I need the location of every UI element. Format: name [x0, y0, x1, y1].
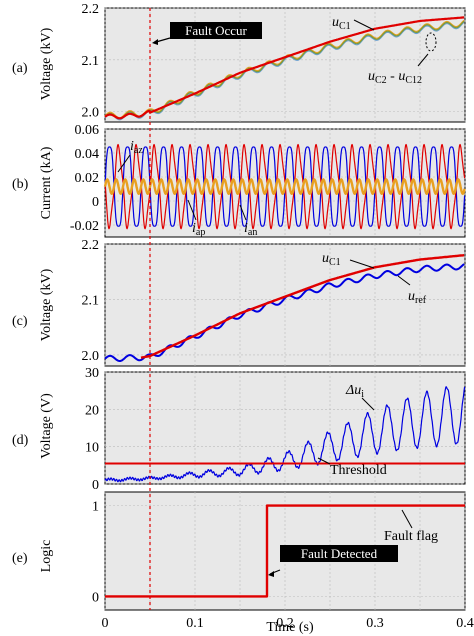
xlabel: Time (s) — [266, 620, 314, 635]
ytick-label: 0 — [92, 478, 99, 493]
fault-detected-badge: Fault Detected — [268, 545, 398, 577]
arrow-uc1-a — [353, 19, 375, 31]
label-fault-flag: Fault flag — [384, 529, 438, 544]
ytick-label: 1 — [92, 500, 99, 515]
ytick-label: 30 — [85, 366, 99, 381]
ytick-label: 0 — [92, 195, 99, 210]
tick-labels: 2.0 2.1 2.2 0.06 0.04 0.02 0 -0.02 2.0 2.1 2.2 30 20… — [70, 2, 99, 605]
fault-occur-text: Fault Occur — [185, 23, 247, 38]
panel-label-c: (c) — [12, 314, 28, 329]
label-threshold: Threshold — [330, 463, 387, 478]
label-iaz: iaz — [130, 139, 143, 156]
ylabel-a: Voltage (kV) — [39, 27, 54, 100]
ylabel-b: Current (kA) — [39, 146, 54, 219]
panel-label-e: (e) — [12, 551, 28, 566]
xtick-label: 0.1 — [186, 616, 204, 631]
ylabel-d: Voltage (V) — [39, 393, 54, 459]
xtick-label: 0.4 — [456, 616, 474, 631]
panel-frames — [104, 7, 466, 611]
ytick-label: 0.06 — [75, 123, 100, 138]
ytick-label: 10 — [85, 441, 99, 456]
ylabel-c: Voltage (kV) — [39, 268, 54, 341]
label-iap: iap — [192, 221, 205, 238]
arrow-iaz — [117, 154, 131, 173]
ytick-label: 2.0 — [82, 349, 100, 364]
ytick-label: 2.2 — [82, 238, 100, 253]
ylabel-e: Logic — [39, 540, 54, 573]
panel-label-b: (b) — [12, 177, 29, 192]
series-uc1-a — [104, 16, 465, 120]
ytick-label: 0.02 — [75, 171, 100, 186]
series-uc1-c — [140, 254, 465, 359]
label-uc1-a: uC1 — [332, 15, 351, 32]
fault-occur-badge: Fault Occur — [152, 22, 262, 45]
ytick-label: 2.1 — [82, 293, 100, 308]
label-uref: uref — [408, 289, 427, 306]
panel-label-d: (d) — [12, 433, 29, 448]
label-uc2-a: uC2 - uC12 — [368, 69, 422, 86]
x-tick-labels: 0 0.1 0.2 0.3 0.4 — [102, 616, 474, 631]
arrow-uref — [397, 275, 411, 286]
arrow-uc2-a — [417, 53, 429, 67]
ytick-label: 0.04 — [75, 147, 100, 162]
ytick-label: 20 — [85, 403, 99, 418]
ytick-label: -0.02 — [70, 219, 99, 234]
arrow-dui — [361, 397, 375, 411]
series-dui — [104, 386, 466, 483]
label-dui: Δui — [345, 383, 364, 400]
arrow-iap — [187, 199, 197, 221]
arrow-threshold — [317, 457, 331, 465]
xtick-label: 0 — [102, 616, 109, 631]
arrow-uc1-c — [349, 259, 375, 269]
series-iaz — [103, 178, 466, 196]
xtick-label: 0.3 — [366, 616, 384, 631]
fault-detected-text: Fault Detected — [301, 546, 378, 561]
series-iap — [104, 143, 466, 230]
ytick-label: 2.0 — [82, 106, 100, 121]
ripple-circle-a — [425, 32, 437, 52]
ytick-label: 2.2 — [82, 2, 100, 17]
arrow-fault-flag — [401, 509, 413, 529]
series-fault-flag — [105, 504, 465, 598]
ytick-label: 0 — [92, 590, 99, 605]
label-uc1-c: uC1 — [322, 251, 341, 268]
label-ian: ian — [244, 221, 257, 238]
xtick-label: 0.2 — [276, 616, 294, 631]
ytick-label: 2.1 — [82, 54, 100, 69]
panel-label-a: (a) — [12, 61, 28, 76]
arrow-ian — [239, 204, 247, 221]
series-layer — [103, 16, 466, 598]
